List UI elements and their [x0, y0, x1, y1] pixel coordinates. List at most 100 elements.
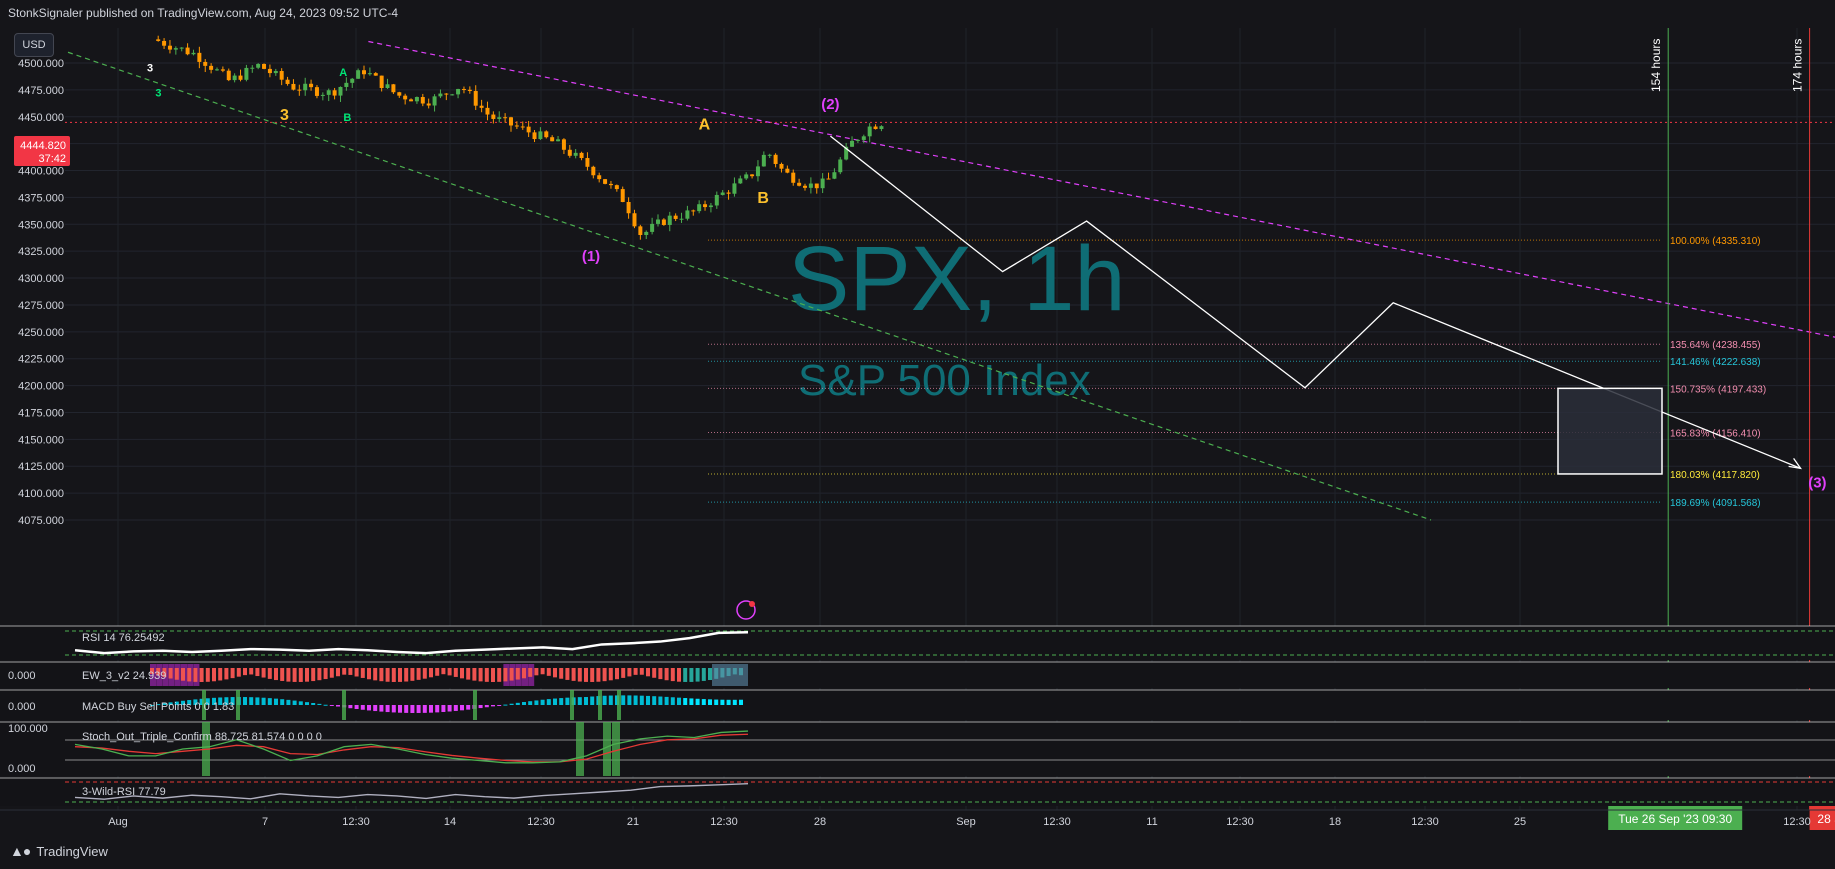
- candle-body: [614, 185, 619, 190]
- candle-body: [473, 91, 478, 106]
- candle-body: [350, 78, 355, 83]
- macd-bar: [670, 697, 675, 705]
- ew-bar: [522, 668, 526, 679]
- ew-bar: [422, 668, 427, 679]
- ew-bar: [156, 668, 161, 676]
- ew-bar: [652, 668, 657, 678]
- ew-bar: [305, 668, 309, 682]
- ew-bar: [639, 668, 644, 675]
- candle-body: [220, 69, 225, 71]
- ew-bar: [311, 668, 316, 682]
- candle-body: [432, 96, 437, 106]
- candle-body: [426, 103, 431, 106]
- time-axis[interactable]: Aug 7 12:30 14 12:30 21 12:30 28 Sep 12:30 11 12:30…: [0, 809, 1835, 828]
- macd-legend: MACD Buy Sell Points 0 0 1.83: [82, 701, 234, 713]
- ew-bar: [515, 668, 520, 680]
- candle-body: [456, 88, 461, 95]
- ew-bar: [230, 668, 235, 679]
- ew-bar: [689, 668, 694, 682]
- currency-button[interactable]: USD: [14, 33, 54, 57]
- indicator-panes: RSI 14 76.25492 0.000 EW_3_v2 24.939 0.000 M…: [0, 600, 1835, 806]
- macd-signal-marker: [473, 690, 477, 720]
- macd-signal-marker: [570, 690, 574, 720]
- candle-body: [638, 226, 643, 235]
- ew-bar: [546, 668, 551, 676]
- candle-body: [332, 90, 337, 96]
- ew-highlight: [150, 664, 156, 686]
- ew-bar: [584, 668, 588, 682]
- macd-bar: [491, 705, 495, 707]
- wave-label: B: [343, 112, 351, 124]
- ew-bar: [447, 668, 452, 676]
- price-tick-label: 4300.000: [18, 273, 64, 285]
- price-tick-label: 4325.000: [18, 246, 64, 258]
- time-tick-label: 18: [1329, 816, 1341, 828]
- macd-bar: [199, 698, 204, 705]
- candle-body: [785, 168, 790, 173]
- ew-bar: [181, 668, 185, 681]
- macd-bar: [447, 705, 452, 712]
- ew-bar: [565, 668, 570, 680]
- candle-body: [156, 39, 161, 41]
- ew-bar: [205, 668, 210, 682]
- projection-polyline: [829, 135, 1801, 469]
- candle-body: [644, 231, 649, 235]
- price-tick-label: 4275.000: [18, 300, 64, 312]
- ew-bar: [286, 668, 291, 682]
- macd-bar: [478, 705, 483, 709]
- candle-body: [750, 174, 755, 177]
- ew-bar: [577, 668, 582, 682]
- macd-bar: [714, 699, 719, 705]
- macd-bar: [181, 700, 185, 705]
- ew-bar: [695, 668, 700, 682]
- ew-bar: [317, 668, 322, 681]
- ew-bar: [367, 668, 371, 680]
- candle-body: [526, 126, 531, 133]
- ew-bar: [441, 668, 446, 675]
- candle-body: [820, 178, 825, 189]
- macd-bar: [689, 698, 694, 705]
- candle-body: [808, 183, 813, 188]
- ew-bar: [267, 668, 272, 679]
- candle-body: [579, 152, 584, 159]
- target-box: [1557, 387, 1663, 475]
- candle-body: [844, 146, 849, 160]
- macd-bar: [534, 700, 539, 705]
- candle-body: [167, 45, 172, 50]
- tradingview-brand: ▲● TradingView: [10, 843, 108, 859]
- candle-body: [273, 71, 278, 74]
- price-axis[interactable]: 4500.0004475.0004450.0004425.0004400.000…: [18, 58, 64, 527]
- candle-body: [379, 75, 384, 89]
- wave-label: A: [699, 117, 711, 134]
- fib-level-label: 150.735% (4197.433): [1670, 384, 1766, 395]
- candle-body: [791, 172, 796, 183]
- stoch-scale-top: 100.000: [8, 723, 48, 735]
- wave-label: (1): [582, 248, 600, 265]
- ew-bar: [274, 668, 278, 681]
- watermark-description: S&P 500 Index: [798, 356, 1091, 405]
- candle-body: [803, 185, 807, 188]
- ew-bar: [497, 668, 502, 682]
- candle-body: [256, 63, 261, 68]
- price-tick-label: 4400.000: [18, 166, 64, 178]
- upper-channel-line: [368, 40, 1835, 338]
- candle-body: [285, 79, 290, 84]
- wave-label: B: [757, 190, 769, 207]
- ew-bar: [528, 668, 533, 677]
- macd-bar: [435, 705, 440, 713]
- candle-body: [162, 40, 167, 46]
- macd-bar: [379, 705, 384, 712]
- time-tick-label: Sep: [956, 816, 976, 828]
- candle-body: [726, 192, 731, 194]
- ew-bar: [621, 668, 626, 678]
- price-tick-label: 4125.000: [18, 461, 64, 473]
- candle-body: [420, 97, 425, 104]
- ew-bar: [404, 668, 409, 682]
- candle-body: [697, 204, 702, 212]
- candle-body: [708, 205, 713, 208]
- time-tick-label: 25: [1514, 816, 1526, 828]
- macd-bar: [528, 701, 533, 705]
- candle-body: [314, 87, 319, 96]
- candle-body: [608, 183, 613, 186]
